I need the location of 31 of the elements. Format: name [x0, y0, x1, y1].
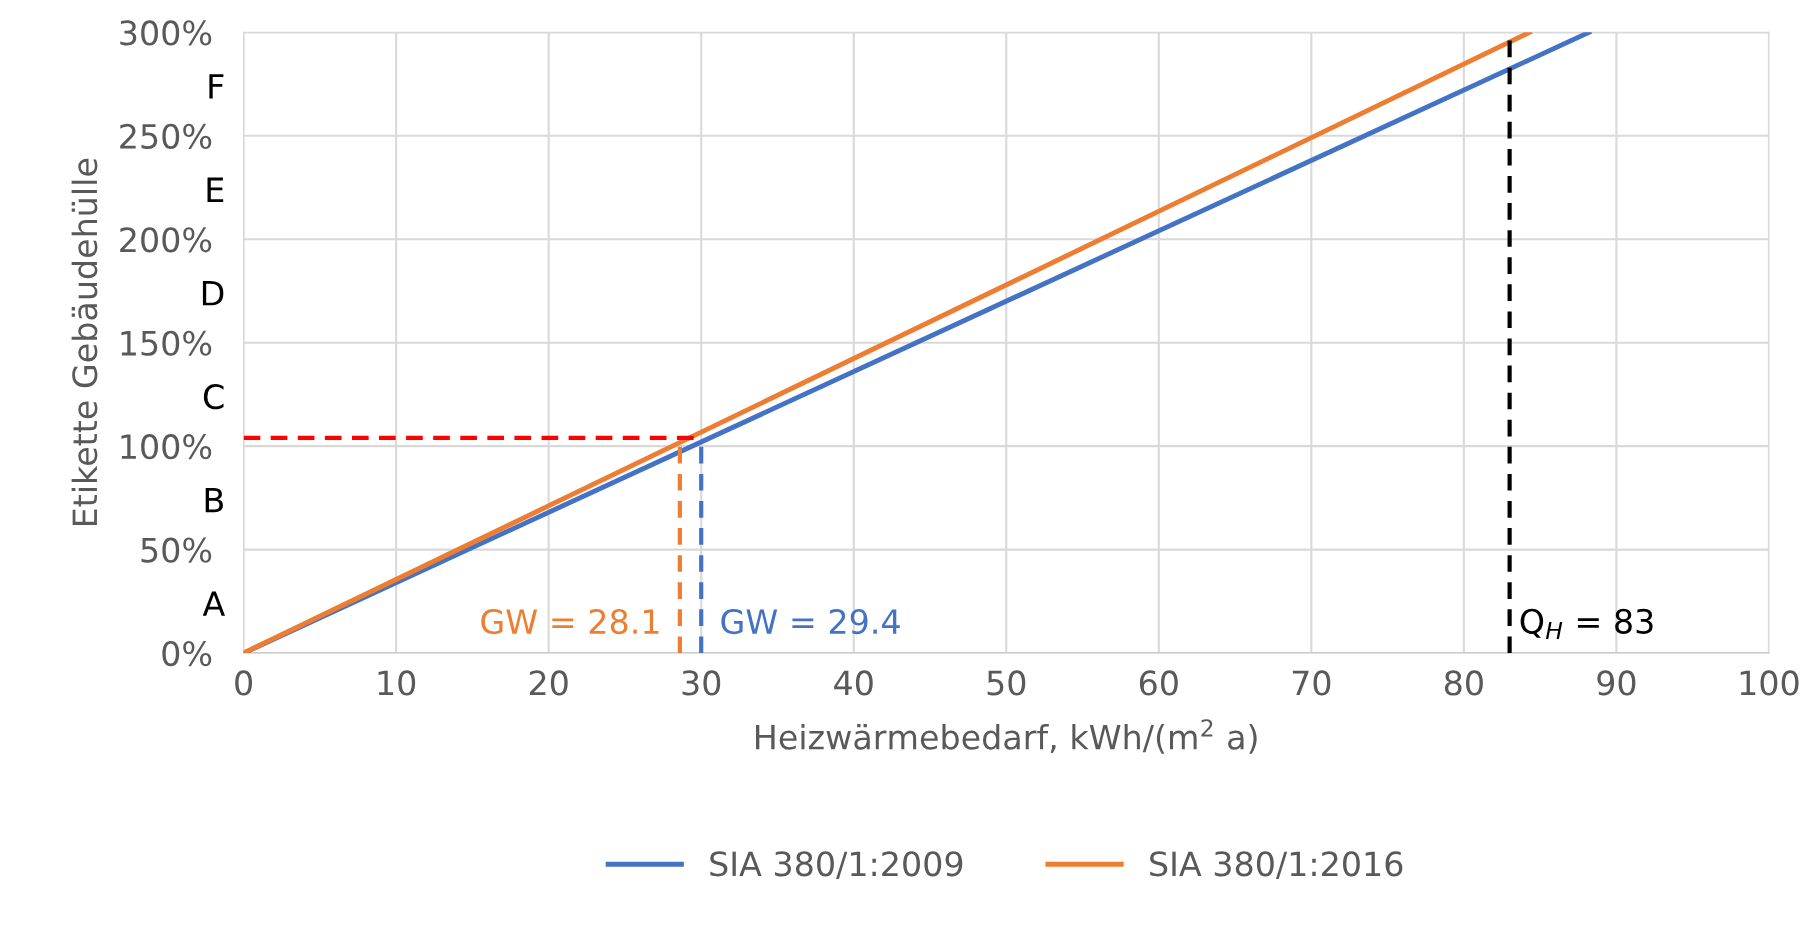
x-tick-label: 50: [987, 670, 1026, 696]
x-tick-label: 20: [529, 670, 568, 696]
x-axis-title: Heizwärmebedarf, kWh/(m$^{2}$ a): [756, 719, 1257, 754]
y-tick-label: 0%: [162, 640, 212, 667]
y-tick-label: 200%: [120, 227, 212, 253]
series-label: GW = 28.1: [481, 608, 659, 635]
text: E: [207, 177, 224, 202]
y-tick-label: 150%: [121, 330, 212, 356]
text: B: [205, 487, 223, 513]
y-tick-label: 250%: [120, 123, 212, 149]
y-tick-label: 100%: [121, 434, 212, 460]
x-tick-label: 0: [235, 670, 252, 696]
ref-line-label: Q$_{H}$ = 83: [1520, 608, 1653, 639]
x-tick-label: 60: [1139, 670, 1178, 696]
x-tick-label: 90: [1597, 670, 1636, 696]
text: F: [209, 74, 224, 99]
x-tick-label: 70: [1292, 670, 1331, 696]
y-axis-title: Etikette Gebäudehülle: [71, 158, 98, 526]
x-tick-label: 100: [1740, 670, 1799, 696]
legend-label: SIA 380/1:2009: [710, 851, 963, 880]
x-tick-label: 10: [378, 670, 416, 696]
y-tick-label: 300%: [120, 20, 212, 46]
legend-label: SIA 380/1:2016: [1150, 851, 1403, 880]
text: C: [203, 384, 224, 410]
series-label: GW = 29.4: [721, 608, 900, 635]
x-tick-label: 30: [682, 670, 721, 696]
x-tick-label: 80: [1444, 670, 1483, 696]
y-tick-label: 50%: [141, 537, 212, 563]
text: A: [202, 591, 226, 616]
x-tick-label: 40: [834, 670, 873, 696]
text: D: [202, 281, 224, 306]
